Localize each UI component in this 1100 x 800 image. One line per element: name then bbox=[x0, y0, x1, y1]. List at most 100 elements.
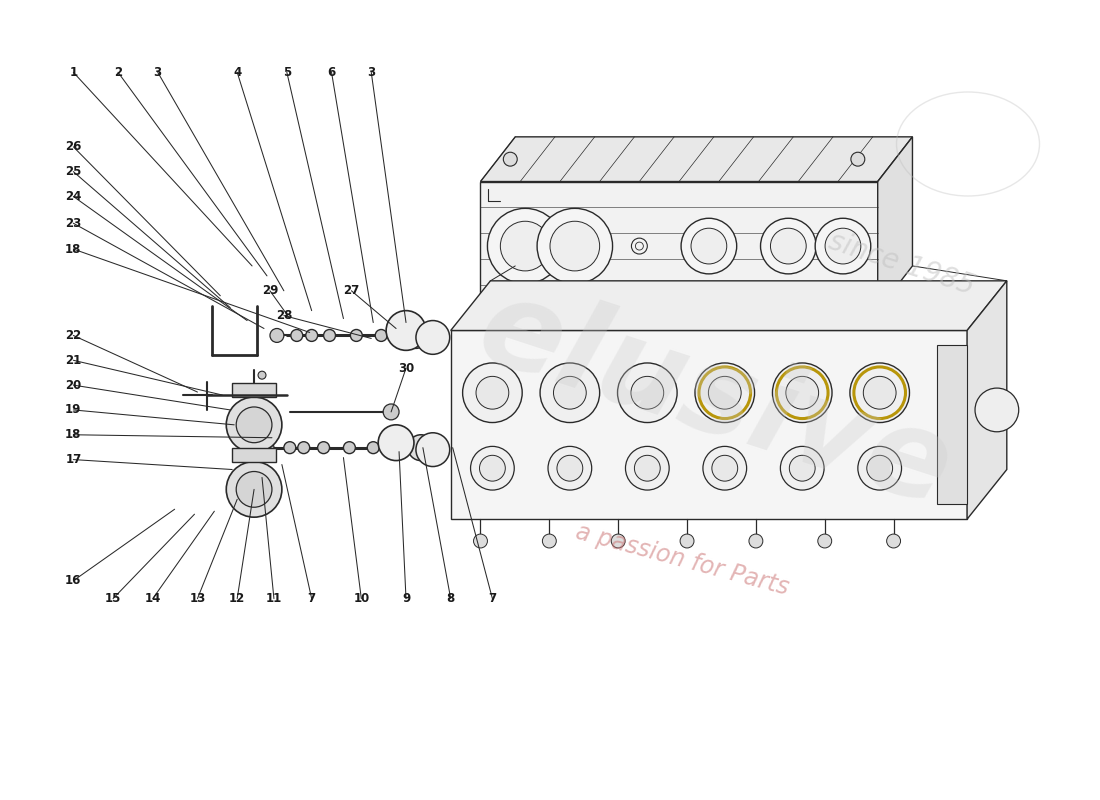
Circle shape bbox=[790, 455, 815, 481]
Circle shape bbox=[260, 441, 274, 454]
Circle shape bbox=[397, 330, 409, 342]
Text: 10: 10 bbox=[353, 592, 370, 605]
Circle shape bbox=[712, 455, 738, 481]
Circle shape bbox=[416, 321, 450, 354]
Circle shape bbox=[403, 322, 429, 348]
Circle shape bbox=[471, 446, 515, 490]
Circle shape bbox=[850, 363, 910, 422]
Text: 15: 15 bbox=[104, 592, 121, 605]
Text: 14: 14 bbox=[144, 592, 161, 605]
Circle shape bbox=[635, 455, 660, 481]
Text: 1: 1 bbox=[69, 66, 77, 78]
Circle shape bbox=[500, 222, 550, 271]
Polygon shape bbox=[232, 448, 276, 462]
Text: 3: 3 bbox=[154, 66, 162, 78]
Circle shape bbox=[708, 376, 741, 409]
Circle shape bbox=[815, 218, 871, 274]
Circle shape bbox=[236, 471, 272, 507]
Text: 26: 26 bbox=[65, 140, 81, 154]
Circle shape bbox=[323, 330, 336, 342]
Text: 28: 28 bbox=[276, 309, 292, 322]
Circle shape bbox=[375, 330, 387, 342]
Circle shape bbox=[270, 329, 284, 342]
Text: 22: 22 bbox=[65, 329, 81, 342]
Circle shape bbox=[851, 152, 865, 166]
Text: since 1985: since 1985 bbox=[826, 227, 978, 301]
Circle shape bbox=[463, 363, 522, 422]
Circle shape bbox=[548, 446, 592, 490]
Polygon shape bbox=[937, 346, 967, 504]
Circle shape bbox=[785, 376, 818, 409]
Text: 12: 12 bbox=[229, 592, 245, 605]
Circle shape bbox=[540, 363, 600, 422]
Text: a passion for Parts: a passion for Parts bbox=[573, 520, 791, 600]
Circle shape bbox=[617, 363, 678, 422]
Text: 3: 3 bbox=[367, 66, 375, 78]
Circle shape bbox=[695, 363, 755, 422]
Text: 5: 5 bbox=[283, 66, 292, 78]
Circle shape bbox=[393, 442, 405, 454]
Circle shape bbox=[487, 208, 563, 284]
Circle shape bbox=[258, 371, 266, 379]
Circle shape bbox=[749, 534, 762, 548]
Polygon shape bbox=[232, 383, 276, 397]
Circle shape bbox=[680, 534, 694, 548]
Text: 11: 11 bbox=[266, 592, 282, 605]
Text: 4: 4 bbox=[233, 66, 241, 78]
Polygon shape bbox=[967, 281, 1006, 519]
Circle shape bbox=[626, 446, 669, 490]
Circle shape bbox=[691, 228, 727, 264]
Polygon shape bbox=[481, 182, 878, 310]
Circle shape bbox=[378, 425, 414, 461]
Text: elusive: elusive bbox=[464, 269, 966, 531]
Circle shape bbox=[817, 534, 832, 548]
Circle shape bbox=[473, 534, 487, 548]
Circle shape bbox=[504, 152, 517, 166]
Text: 18: 18 bbox=[65, 242, 81, 255]
Circle shape bbox=[864, 376, 896, 409]
Circle shape bbox=[631, 376, 663, 409]
Text: 8: 8 bbox=[447, 592, 454, 605]
Circle shape bbox=[408, 434, 433, 461]
Circle shape bbox=[227, 397, 282, 453]
Circle shape bbox=[476, 376, 509, 409]
Text: 21: 21 bbox=[65, 354, 81, 366]
Circle shape bbox=[553, 376, 586, 409]
Circle shape bbox=[306, 330, 318, 342]
Circle shape bbox=[537, 208, 613, 284]
Text: 7: 7 bbox=[308, 592, 316, 605]
Circle shape bbox=[703, 446, 747, 490]
Polygon shape bbox=[451, 330, 967, 519]
Circle shape bbox=[760, 218, 816, 274]
Text: 20: 20 bbox=[65, 378, 81, 392]
Text: 27: 27 bbox=[343, 284, 360, 298]
Circle shape bbox=[867, 455, 892, 481]
Circle shape bbox=[542, 534, 557, 548]
Text: 19: 19 bbox=[65, 403, 81, 417]
Text: 7: 7 bbox=[488, 592, 496, 605]
Circle shape bbox=[236, 407, 272, 442]
Circle shape bbox=[351, 330, 362, 342]
Circle shape bbox=[383, 404, 399, 420]
Polygon shape bbox=[451, 281, 1007, 330]
Text: 29: 29 bbox=[262, 284, 278, 298]
Text: 9: 9 bbox=[402, 592, 410, 605]
Polygon shape bbox=[481, 137, 913, 182]
Text: 17: 17 bbox=[65, 453, 81, 466]
Circle shape bbox=[825, 228, 861, 264]
Circle shape bbox=[227, 462, 282, 517]
Circle shape bbox=[298, 442, 310, 454]
Text: 6: 6 bbox=[328, 66, 336, 78]
Circle shape bbox=[772, 363, 832, 422]
Text: 25: 25 bbox=[65, 165, 81, 178]
Text: 30: 30 bbox=[398, 362, 414, 374]
Circle shape bbox=[612, 534, 625, 548]
Circle shape bbox=[975, 388, 1019, 432]
Text: 23: 23 bbox=[65, 217, 81, 230]
Circle shape bbox=[343, 442, 355, 454]
Text: 13: 13 bbox=[189, 592, 206, 605]
Circle shape bbox=[416, 433, 450, 466]
Circle shape bbox=[681, 218, 737, 274]
Text: 2: 2 bbox=[114, 66, 122, 78]
Circle shape bbox=[386, 310, 426, 350]
